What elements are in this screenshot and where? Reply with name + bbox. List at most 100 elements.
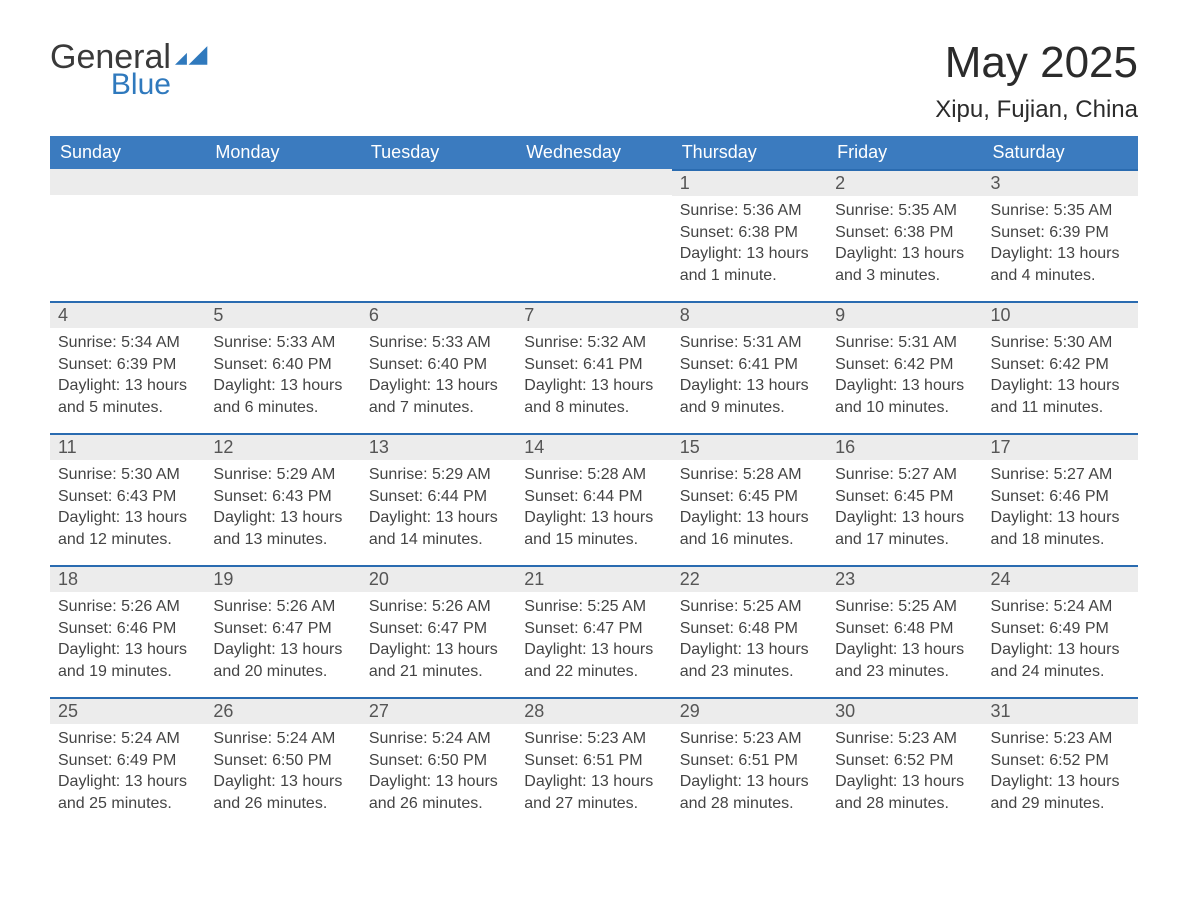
- weekday-header: Saturday: [983, 136, 1138, 169]
- calendar-cell: 30Sunrise: 5:23 AMSunset: 6:52 PMDayligh…: [827, 697, 982, 829]
- day-wrap: 7 Sunrise: 5:32 AMSunset: 6:41 PMDaylight…: [516, 301, 671, 428]
- calendar-cell: 16Sunrise: 5:27 AMSunset: 6:45 PMDayligh…: [827, 433, 982, 565]
- sunset-line: Sunset: 6:44 PM: [369, 486, 508, 508]
- daylight-line: Daylight: 13 hours and 9 minutes.: [680, 375, 819, 418]
- sunset-line: Sunset: 6:46 PM: [991, 486, 1130, 508]
- daylight-line: Daylight: 13 hours and 5 minutes.: [58, 375, 197, 418]
- daylight-line: Daylight: 13 hours and 21 minutes.: [369, 639, 508, 682]
- day-body: Sunrise: 5:29 AMSunset: 6:44 PMDaylight:…: [361, 460, 516, 560]
- sunset-line: Sunset: 6:41 PM: [524, 354, 663, 376]
- day-number: 23: [827, 567, 982, 592]
- daylight-line: Daylight: 13 hours and 4 minutes.: [991, 243, 1130, 286]
- calendar-cell: 22Sunrise: 5:25 AMSunset: 6:48 PMDayligh…: [672, 565, 827, 697]
- sunrise-line: Sunrise: 5:23 AM: [680, 728, 819, 750]
- calendar-week-row: 1Sunrise: 5:36 AMSunset: 6:38 PMDaylight…: [50, 169, 1138, 301]
- calendar-cell: [516, 169, 671, 301]
- day-number: 7: [516, 303, 671, 328]
- day-body: Sunrise: 5:33 AMSunset: 6:40 PMDaylight:…: [205, 328, 360, 428]
- day-wrap: 2Sunrise: 5:35 AMSunset: 6:38 PMDaylight…: [827, 169, 982, 296]
- sunrise-line: Sunrise: 5:35 AM: [835, 200, 974, 222]
- day-number: 27: [361, 699, 516, 724]
- calendar-header-row: SundayMondayTuesdayWednesdayThursdayFrid…: [50, 136, 1138, 169]
- day-number: 21: [516, 567, 671, 592]
- daylight-line: Daylight: 13 hours and 6 minutes.: [213, 375, 352, 418]
- daylight-line: Daylight: 13 hours and 1 minute.: [680, 243, 819, 286]
- sunrise-line: Sunrise: 5:32 AM: [524, 332, 663, 354]
- day-wrap: 6Sunrise: 5:33 AMSunset: 6:40 PMDaylight…: [361, 301, 516, 428]
- calendar-cell: 28Sunrise: 5:23 AMSunset: 6:51 PMDayligh…: [516, 697, 671, 829]
- month-title: May 2025: [935, 40, 1138, 86]
- sunrise-line: Sunrise: 5:25 AM: [680, 596, 819, 618]
- day-wrap: 9Sunrise: 5:31 AMSunset: 6:42 PMDaylight…: [827, 301, 982, 428]
- day-wrap: 31Sunrise: 5:23 AMSunset: 6:52 PMDayligh…: [983, 697, 1138, 824]
- calendar-cell: 13Sunrise: 5:29 AMSunset: 6:44 PMDayligh…: [361, 433, 516, 565]
- day-body: Sunrise: 5:25 AMSunset: 6:48 PMDaylight:…: [672, 592, 827, 692]
- sunset-line: Sunset: 6:45 PM: [680, 486, 819, 508]
- calendar-week-row: 18Sunrise: 5:26 AMSunset: 6:46 PMDayligh…: [50, 565, 1138, 697]
- daylight-line: Daylight: 13 hours and 23 minutes.: [680, 639, 819, 682]
- sunrise-line: Sunrise: 5:35 AM: [991, 200, 1130, 222]
- day-wrap: 4Sunrise: 5:34 AMSunset: 6:39 PMDaylight…: [50, 301, 205, 428]
- calendar-cell: 7 Sunrise: 5:32 AMSunset: 6:41 PMDaylight…: [516, 301, 671, 433]
- weekday-header: Friday: [827, 136, 982, 169]
- day-body: Sunrise: 5:35 AMSunset: 6:38 PMDaylight:…: [827, 196, 982, 296]
- sunrise-line: Sunrise: 5:27 AM: [991, 464, 1130, 486]
- day-body: Sunrise: 5:24 AMSunset: 6:50 PMDaylight:…: [361, 724, 516, 824]
- sunrise-line: Sunrise: 5:29 AM: [369, 464, 508, 486]
- day-wrap: 23Sunrise: 5:25 AMSunset: 6:48 PMDayligh…: [827, 565, 982, 692]
- sunset-line: Sunset: 6:41 PM: [680, 354, 819, 376]
- daylight-line: Daylight: 13 hours and 20 minutes.: [213, 639, 352, 682]
- day-wrap: 26Sunrise: 5:24 AMSunset: 6:50 PMDayligh…: [205, 697, 360, 824]
- day-body: Sunrise: 5:26 AMSunset: 6:47 PMDaylight:…: [205, 592, 360, 692]
- day-wrap: 3Sunrise: 5:35 AMSunset: 6:39 PMDaylight…: [983, 169, 1138, 296]
- calendar-cell: 20Sunrise: 5:26 AMSunset: 6:47 PMDayligh…: [361, 565, 516, 697]
- calendar-cell: [50, 169, 205, 301]
- day-wrap: 5Sunrise: 5:33 AMSunset: 6:40 PMDaylight…: [205, 301, 360, 428]
- calendar-cell: 1Sunrise: 5:36 AMSunset: 6:38 PMDaylight…: [672, 169, 827, 301]
- day-body: Sunrise: 5:34 AMSunset: 6:39 PMDaylight:…: [50, 328, 205, 428]
- calendar-cell: 12Sunrise: 5:29 AMSunset: 6:43 PMDayligh…: [205, 433, 360, 565]
- weekday-header: Monday: [205, 136, 360, 169]
- sunrise-line: Sunrise: 5:26 AM: [58, 596, 197, 618]
- daylight-line: Daylight: 13 hours and 15 minutes.: [524, 507, 663, 550]
- daylight-line: Daylight: 13 hours and 17 minutes.: [835, 507, 974, 550]
- day-wrap: 28Sunrise: 5:23 AMSunset: 6:51 PMDayligh…: [516, 697, 671, 824]
- day-number: 10: [983, 303, 1138, 328]
- day-wrap: 8Sunrise: 5:31 AMSunset: 6:41 PMDaylight…: [672, 301, 827, 428]
- daylight-line: Daylight: 13 hours and 26 minutes.: [213, 771, 352, 814]
- day-wrap: 24Sunrise: 5:24 AMSunset: 6:49 PMDayligh…: [983, 565, 1138, 692]
- daylight-line: Daylight: 13 hours and 27 minutes.: [524, 771, 663, 814]
- daylight-line: Daylight: 13 hours and 14 minutes.: [369, 507, 508, 550]
- sunset-line: Sunset: 6:43 PM: [58, 486, 197, 508]
- sunset-line: Sunset: 6:38 PM: [680, 222, 819, 244]
- day-number: 12: [205, 435, 360, 460]
- sunset-line: Sunset: 6:50 PM: [213, 750, 352, 772]
- day-body: Sunrise: 5:24 AMSunset: 6:49 PMDaylight:…: [50, 724, 205, 824]
- calendar-cell: 14Sunrise: 5:28 AMSunset: 6:44 PMDayligh…: [516, 433, 671, 565]
- sunset-line: Sunset: 6:42 PM: [991, 354, 1130, 376]
- sunrise-line: Sunrise: 5:30 AM: [991, 332, 1130, 354]
- sunset-line: Sunset: 6:51 PM: [524, 750, 663, 772]
- sunrise-line: Sunrise: 5:28 AM: [680, 464, 819, 486]
- sunset-line: Sunset: 6:42 PM: [835, 354, 974, 376]
- day-number: 17: [983, 435, 1138, 460]
- calendar-week-row: 11Sunrise: 5:30 AMSunset: 6:43 PMDayligh…: [50, 433, 1138, 565]
- day-body: Sunrise: 5:29 AMSunset: 6:43 PMDaylight:…: [205, 460, 360, 560]
- day-number: 19: [205, 567, 360, 592]
- daylight-line: Daylight: 13 hours and 7 minutes.: [369, 375, 508, 418]
- sunset-line: Sunset: 6:49 PM: [991, 618, 1130, 640]
- sunrise-line: Sunrise: 5:34 AM: [58, 332, 197, 354]
- sunrise-line: Sunrise: 5:26 AM: [369, 596, 508, 618]
- weekday-header: Wednesday: [516, 136, 671, 169]
- day-wrap: 10Sunrise: 5:30 AMSunset: 6:42 PMDayligh…: [983, 301, 1138, 428]
- day-number: 18: [50, 567, 205, 592]
- daylight-line: Daylight: 13 hours and 8 minutes.: [524, 375, 663, 418]
- daylight-line: Daylight: 13 hours and 19 minutes.: [58, 639, 197, 682]
- day-wrap: 19Sunrise: 5:26 AMSunset: 6:47 PMDayligh…: [205, 565, 360, 692]
- day-number: 16: [827, 435, 982, 460]
- sunrise-line: Sunrise: 5:24 AM: [213, 728, 352, 750]
- sunset-line: Sunset: 6:46 PM: [58, 618, 197, 640]
- sunset-line: Sunset: 6:49 PM: [58, 750, 197, 772]
- day-body: Sunrise: 5:33 AMSunset: 6:40 PMDaylight:…: [361, 328, 516, 428]
- day-wrap: 17Sunrise: 5:27 AMSunset: 6:46 PMDayligh…: [983, 433, 1138, 560]
